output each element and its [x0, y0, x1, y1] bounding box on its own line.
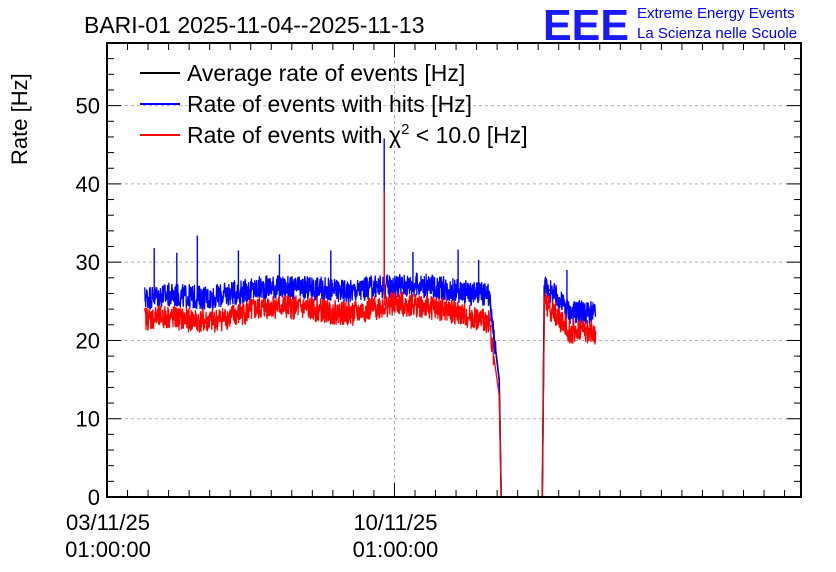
y-tick-label-20: 20: [76, 328, 100, 353]
y-tick-label-50: 50: [76, 94, 100, 119]
y-tick-label-10: 10: [76, 407, 100, 432]
legend-label-hits: Rate of events with hits [Hz]: [187, 91, 472, 117]
legend: Average rate of events [Hz] Rate of event…: [140, 60, 528, 148]
x-tick-date-0: 03/11/25: [66, 510, 150, 535]
x-tick-date-1: 10/11/25: [353, 510, 437, 535]
series-line-chi2: [144, 291, 597, 498]
eee-logo: EEE Extreme Energy Events La Scienza nel…: [543, 1, 797, 50]
y-axis-label: Rate [Hz]: [7, 73, 32, 165]
logo-letters: EEE: [543, 1, 629, 50]
legend-label-chi2: Rate of events with χ2 < 10.0 [Hz]: [187, 121, 528, 148]
grid-lines: [107, 43, 801, 497]
legend-label-average: Average rate of events [Hz]: [187, 60, 465, 86]
plot-frame-rect: [106, 42, 802, 498]
y-axis: 0 10 20 30 40 50: [76, 42, 801, 510]
chart-title: BARI-01 2025-11-04--2025-11-13: [84, 12, 425, 38]
logo-line-1: Extreme Energy Events: [637, 5, 795, 22]
y-tick-label-0: 0: [88, 485, 100, 510]
x-tick-time-1: 01:00:00: [353, 537, 439, 562]
logo-line-2: La Scienza nelle Scuole: [637, 25, 797, 42]
y-tick-label-40: 40: [76, 172, 100, 197]
plot-frame: [106, 42, 802, 498]
x-tick-time-0: 01:00:00: [65, 537, 151, 562]
data-series: [144, 138, 597, 498]
y-tick-label-30: 30: [76, 250, 100, 275]
